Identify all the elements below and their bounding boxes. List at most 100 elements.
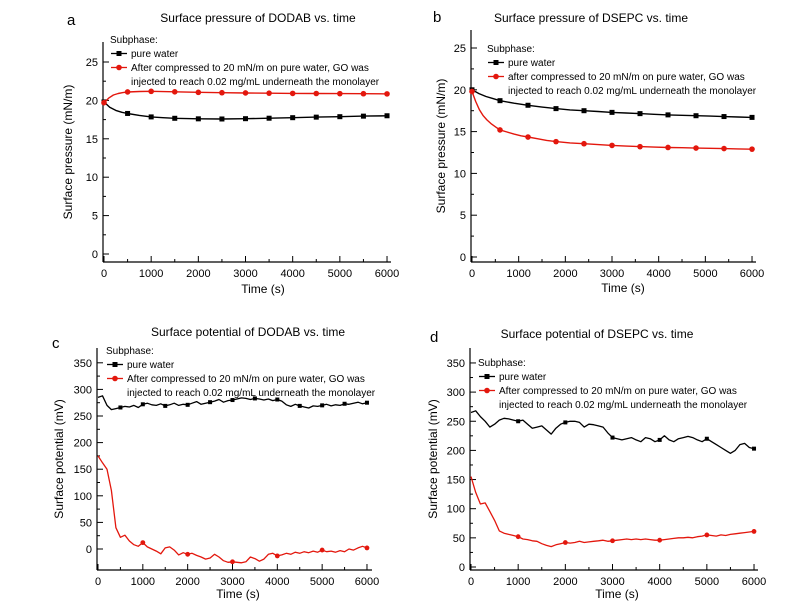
panel-title: Surface potential of DSEPC vs. time (501, 327, 694, 341)
legend-marker-circle (112, 375, 118, 382)
series-marker-circle (749, 146, 755, 152)
legend-entry-label: after compressed to 20 mN/m on pure wate… (508, 72, 745, 83)
panel-letter: a (67, 12, 76, 29)
series-marker-circle (609, 142, 615, 149)
x-tick-label: 3000 (600, 268, 624, 280)
legend-header: Subphase: (110, 35, 158, 46)
series-marker-square (172, 115, 178, 121)
legend-entry-label: pure water (127, 360, 175, 371)
x-tick-label: 5000 (310, 576, 334, 588)
panel-letter: c (52, 335, 60, 352)
panel-letter: d (430, 329, 438, 346)
x-tick-label: 0 (101, 268, 107, 280)
x-tick-label: 4000 (647, 576, 671, 588)
plot-area: 0 1000 2000 3000 4000 5000 6000 0 50 100 150 200 250… (447, 348, 766, 588)
series-marker-square (721, 114, 727, 120)
series-marker-square (609, 109, 615, 115)
series-marker-square (297, 403, 302, 408)
x-axis-label: Time (s) (595, 587, 639, 601)
series-marker-square (342, 401, 347, 406)
series-marker-square (290, 115, 296, 121)
panel-d-surface-potential-dsepc: 0 1000 2000 3000 4000 5000 6000 0 50 100 150 200 250… (426, 327, 766, 601)
series-marker-square (610, 435, 615, 440)
series-marker-circle (704, 532, 710, 538)
legend-entry-label: injected to reach 0.02 mg/mL underneath … (499, 400, 748, 411)
series-marker-square (118, 405, 123, 410)
x-tick-label: 5000 (693, 268, 717, 280)
y-tick-label: 150 (74, 464, 92, 476)
x-axis-label: Time (s) (216, 587, 260, 601)
y-tick-label: 300 (74, 384, 92, 396)
x-tick-label: 6000 (742, 576, 766, 588)
y-axis-label: Surface potential (mV) (426, 399, 440, 518)
series-marker-square (752, 446, 757, 451)
series-marker-square (275, 397, 280, 402)
series-marker-square (185, 402, 190, 407)
x-tick-label: 1000 (506, 576, 530, 588)
series-marker-circle (171, 88, 178, 95)
series-marker-square (148, 114, 154, 120)
series-marker-circle (219, 89, 225, 96)
series-marker-circle (751, 529, 757, 534)
series-marker-circle (195, 89, 202, 96)
series-marker-square (364, 400, 369, 405)
series-marker-circle (124, 89, 131, 95)
legend-entry-label: injected to reach 0.02 mg/mL underneath … (508, 86, 757, 97)
series-marker-square (637, 111, 643, 117)
x-tick-label: 1000 (131, 576, 155, 588)
series-marker-circle (242, 90, 249, 96)
y-tick-label: 10 (86, 172, 98, 184)
legend-entry-label: pure water (499, 372, 547, 383)
x-tick-label: 2000 (186, 268, 210, 280)
legend-marker-circle (484, 387, 490, 394)
series-marker-circle (289, 90, 296, 97)
series-marker-square (266, 115, 272, 121)
series-marker-circle (101, 99, 107, 106)
series-marker-circle (266, 90, 272, 96)
series-marker-square (581, 108, 587, 114)
x-tick-label: 5000 (328, 268, 352, 280)
series-marker-circle (364, 545, 370, 551)
series-marker-square (125, 110, 131, 116)
x-tick-label: 1000 (139, 268, 163, 280)
x-tick-label: 4000 (265, 576, 289, 588)
y-tick-label: 0 (459, 562, 465, 574)
y-tick-label: 350 (447, 358, 465, 370)
x-tick-label: 0 (95, 576, 101, 588)
series-line-1 (97, 455, 368, 564)
series-marker-circle (313, 90, 320, 97)
series-marker-square (553, 106, 559, 112)
series-marker-square (657, 437, 662, 442)
y-tick-label: 250 (74, 411, 92, 423)
series-marker-circle (562, 540, 568, 545)
panel-title: Surface potential of DODAB vs. time (151, 325, 345, 339)
series-marker-circle (657, 537, 663, 543)
series-marker-circle (553, 138, 559, 145)
panel-a-surface-pressure-dodab: 0 1000 2000 3000 4000 5000 6000 0 5 10 15 20 25 Subph… (61, 11, 399, 296)
series-marker-circle (274, 553, 280, 559)
x-tick-label: 2000 (553, 268, 577, 280)
y-tick-label: 50 (80, 517, 92, 529)
legend-entry-label: injected to reach 0.02 mg/mL underneath … (127, 388, 376, 399)
series-marker-square (320, 403, 325, 408)
y-tick-label: 300 (447, 387, 465, 399)
legend-header: Subphase: (106, 346, 154, 357)
plot-area: 0 1000 2000 3000 4000 5000 6000 0 50 100 150 200 250… (74, 346, 380, 588)
series-marker-circle (319, 547, 325, 553)
series-marker-circle (637, 143, 643, 150)
panel-letter: b (433, 9, 441, 26)
series-marker-square (195, 116, 201, 122)
y-tick-label: 150 (447, 475, 465, 487)
legend-entry-label: After compressed to 20 mN/m on pure wate… (131, 63, 369, 74)
x-tick-label: 5000 (695, 576, 719, 588)
series-marker-square (563, 420, 568, 425)
series-marker-square (384, 113, 390, 119)
x-tick-label: 2000 (175, 576, 199, 588)
series-marker-circle (469, 88, 475, 95)
series-line-0 (470, 410, 755, 454)
x-tick-label: 6000 (355, 576, 379, 588)
y-axis-label: Surface pressure (mN/m) (434, 79, 448, 214)
series-marker-square (749, 114, 755, 120)
series-marker-square (313, 114, 319, 120)
x-tick-label: 3000 (220, 576, 244, 588)
